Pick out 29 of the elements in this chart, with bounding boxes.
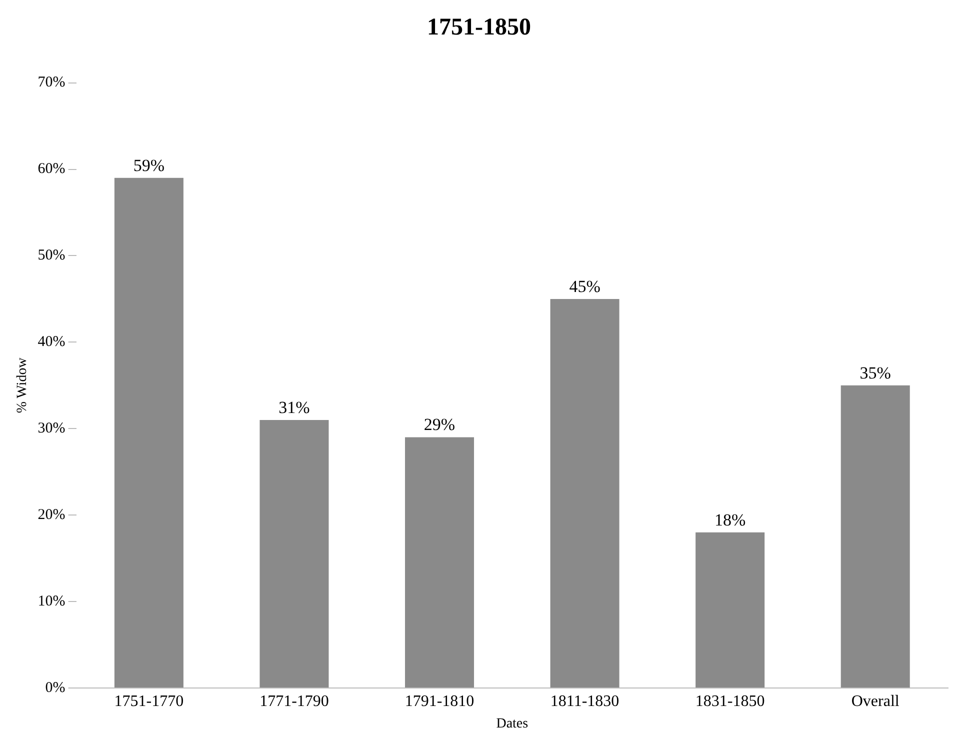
data-label: 31% — [278, 398, 310, 417]
bar — [260, 420, 329, 688]
y-tick-label: 10% — [38, 593, 66, 610]
x-tick-label: 1771-1790 — [260, 692, 329, 710]
y-tick-label: 20% — [38, 507, 66, 524]
x-tick-label: Overall — [851, 692, 900, 710]
data-label: 35% — [860, 363, 891, 382]
y-axis-title: % Widow — [15, 356, 30, 414]
chart-title: 1751-1850 — [427, 14, 531, 41]
y-tick-label: 40% — [38, 334, 66, 350]
y-tick-label: 50% — [38, 248, 66, 264]
y-tick-label: 0% — [45, 680, 66, 696]
bar — [550, 298, 620, 688]
bar — [840, 385, 910, 688]
data-label: 29% — [424, 415, 456, 434]
x-tick-label: 1811-1830 — [550, 692, 620, 710]
x-tick-label: 1751-1770 — [114, 692, 184, 710]
data-label: 59% — [133, 156, 165, 175]
bar — [114, 178, 184, 688]
bar — [696, 532, 765, 688]
y-tick-label: 70% — [38, 74, 66, 91]
data-label: 45% — [569, 276, 600, 296]
x-tick-label: 1791-1810 — [404, 692, 474, 710]
y-tick-label: 60% — [38, 161, 66, 178]
y-tick-label: 30% — [38, 420, 66, 437]
x-tick-label: 1831-1850 — [695, 692, 765, 710]
x-axis-title: Dates — [496, 716, 528, 732]
data-label: 18% — [714, 510, 746, 530]
bar — [405, 437, 474, 688]
